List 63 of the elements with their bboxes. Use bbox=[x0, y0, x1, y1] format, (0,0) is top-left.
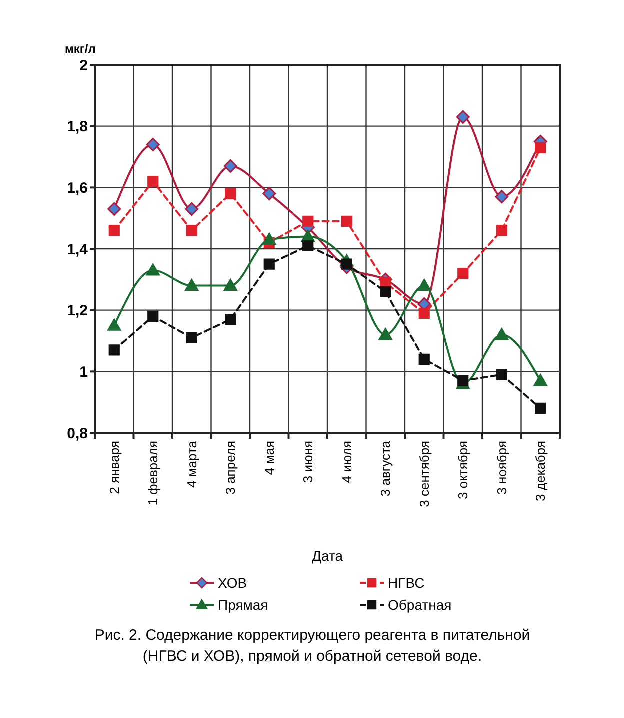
x-tick-label: 3 декабря bbox=[533, 441, 548, 502]
y-axis-title: мкг/л bbox=[65, 42, 96, 56]
point bbox=[458, 375, 469, 386]
point bbox=[535, 142, 546, 154]
point bbox=[380, 286, 392, 298]
x-axis-title: Дата bbox=[312, 548, 344, 564]
x-tick-label: 3 апреля bbox=[223, 441, 238, 495]
point bbox=[495, 190, 509, 204]
point bbox=[146, 138, 160, 152]
point bbox=[418, 354, 430, 365]
x-tick-label: 1 февраля bbox=[146, 441, 161, 506]
point bbox=[378, 328, 392, 340]
point bbox=[108, 202, 122, 216]
point bbox=[148, 176, 159, 188]
point bbox=[534, 374, 548, 386]
point bbox=[262, 233, 276, 246]
x-tick-label: 3 ноября bbox=[494, 441, 510, 495]
point bbox=[108, 225, 120, 236]
point bbox=[262, 187, 276, 201]
point bbox=[418, 279, 432, 292]
y-tick-label: 1,4 bbox=[67, 241, 89, 258]
point bbox=[418, 308, 430, 319]
point bbox=[186, 225, 198, 236]
point bbox=[302, 240, 314, 252]
y-tick-label: 1,8 bbox=[67, 118, 88, 136]
point bbox=[224, 159, 238, 173]
y-tick-label: 2 bbox=[80, 57, 88, 74]
point bbox=[264, 258, 275, 270]
y-tick-label: 0,8 bbox=[67, 425, 88, 442]
legend-label: Прямая bbox=[218, 596, 268, 613]
x-tick-label: 4 июля bbox=[339, 441, 354, 484]
point bbox=[185, 202, 199, 216]
x-tick-label: 3 августа bbox=[378, 440, 394, 497]
x-tick-label: 3 июня bbox=[300, 441, 316, 484]
x-tick-label: 3 октября bbox=[456, 441, 471, 500]
x-tick-label: 2 января bbox=[106, 441, 122, 494]
legend-label: ХОВ bbox=[218, 574, 248, 591]
point bbox=[458, 268, 469, 280]
point bbox=[341, 216, 352, 227]
point bbox=[146, 264, 160, 276]
point bbox=[535, 402, 546, 414]
point bbox=[186, 332, 198, 344]
point bbox=[225, 314, 236, 326]
x-tick-label: 4 мая bbox=[262, 441, 277, 476]
point bbox=[495, 328, 509, 340]
text: Рис. 2. Содержание корректирующего реагента в питательной (НГВС и ХОВ), прямой и обратной сетевой воде. bbox=[94, 627, 530, 665]
point bbox=[302, 216, 314, 227]
x-tick-label: 4 марта bbox=[184, 440, 200, 488]
point bbox=[224, 279, 238, 292]
y-tick-label: 1,6 bbox=[67, 180, 88, 197]
point bbox=[108, 344, 120, 356]
y-tick-label: 1 bbox=[80, 364, 88, 381]
point bbox=[496, 225, 508, 236]
legend-label: НГВС bbox=[388, 574, 425, 591]
point bbox=[496, 369, 508, 380]
y-tick-label: 1,2 bbox=[67, 302, 88, 320]
point bbox=[225, 188, 236, 200]
point bbox=[185, 279, 199, 292]
point bbox=[108, 318, 122, 331]
legend-label: Обратная bbox=[388, 596, 452, 613]
point bbox=[456, 110, 470, 124]
point bbox=[148, 310, 159, 322]
x-tick-label: 3 сентября bbox=[416, 441, 432, 508]
